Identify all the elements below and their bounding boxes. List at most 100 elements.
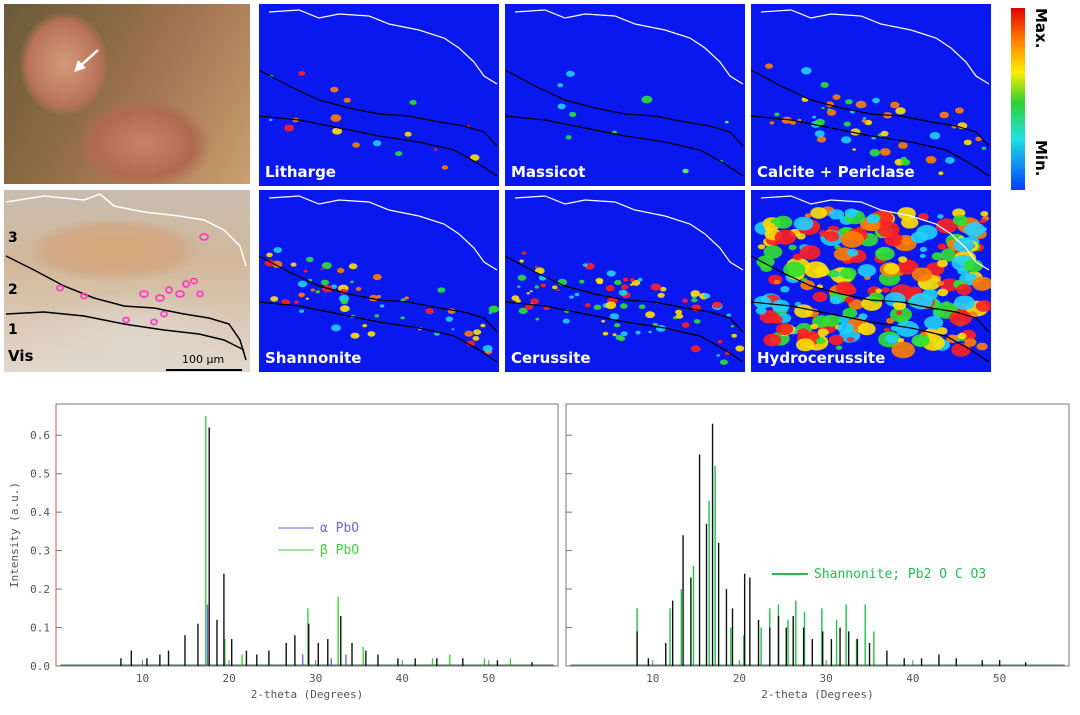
map-intensity-spot [844, 208, 858, 218]
map-intensity-spot [526, 292, 530, 295]
map-intensity-spot [837, 322, 854, 334]
map-intensity-spot [482, 345, 493, 352]
upper-boundary-line [268, 9, 498, 85]
y-tick-label: 0.3 [30, 545, 50, 558]
map-intensity-spot [835, 281, 855, 295]
map-intensity-spot [690, 345, 701, 353]
xrd-charts: 10 20 30 40 50 0.0 0.1 0.2 0.3 0.4 0.5 0.6 2-theta (… [8, 403, 1070, 701]
map-intensity-spot [794, 301, 801, 307]
map-intensity-spot [298, 71, 306, 76]
map-intensity-spot [900, 159, 911, 166]
map-intensity-spot [812, 291, 828, 302]
map-intensity-spot [799, 245, 821, 260]
map-intensity-spot [885, 334, 899, 344]
map-intensity-spot [827, 108, 832, 111]
map-intensity-spot [298, 292, 305, 298]
map-intensity-spot [945, 157, 955, 164]
map-litharge: Litharge [259, 4, 499, 186]
map-intensity-spot [931, 252, 944, 261]
map-intensity-spot [425, 308, 434, 315]
x-tick-label: 20 [733, 672, 746, 685]
xrd-chart-pbo: 10 20 30 40 50 0.0 0.1 0.2 0.3 0.4 0.5 0.6 2-theta (… [8, 403, 559, 701]
x-tick-label: 30 [309, 672, 322, 685]
lower-boundary-line [751, 115, 990, 177]
map-intensity-spot [774, 279, 781, 285]
map-intensity-spot [641, 95, 653, 104]
map-intensity-spot [350, 280, 354, 284]
map-intensity-spot [264, 259, 275, 267]
map-intensity-spot [755, 307, 767, 315]
map-intensity-spot [792, 253, 803, 261]
map-intensity-spot [835, 345, 843, 350]
map-intensity-spot [348, 263, 358, 270]
map-intensity-spot [310, 288, 315, 292]
map-intensity-spot [929, 132, 941, 140]
map-intensity-spot [433, 148, 438, 151]
map-intensity-spot [724, 120, 729, 124]
map-intensity-spot [862, 117, 867, 120]
map-intensity-spot [770, 315, 783, 324]
map-intensity-spot [437, 287, 446, 293]
xrd-chart-shannonite: 10 20 30 40 50 2-theta (Degrees) Shannonite; P… [565, 403, 1070, 701]
map-intensity-spot [529, 290, 533, 293]
map-intensity-spot [886, 317, 895, 324]
map-intensity-spot [315, 290, 321, 294]
colorbar-max-label: Max. [1032, 8, 1050, 49]
arrow-icon [74, 49, 99, 72]
map-intensity-spot [609, 313, 620, 320]
map-intensity-spot [963, 139, 972, 146]
map-intensity-spot [269, 118, 273, 122]
map-intensity-spot [730, 325, 735, 328]
map-intensity-spot [938, 171, 944, 176]
map-intensity-spot [466, 340, 476, 347]
map-intensity-spot [521, 251, 527, 255]
middle-boundary-line [751, 69, 990, 147]
map-intensity-spot [901, 237, 912, 245]
map-intensity-spot [957, 332, 967, 340]
map-intensity-spot [855, 100, 867, 109]
legend-label: α PbO [320, 521, 359, 536]
map-intensity-spot [691, 298, 698, 303]
map-intensity-spot [774, 112, 780, 117]
map-intensity-spot [650, 283, 662, 291]
map-intensity-spot [445, 316, 454, 322]
map-intensity-spot [372, 274, 382, 281]
map-intensity-spot [675, 313, 684, 319]
x-tick-label: 50 [482, 672, 495, 685]
map-intensity-spot [530, 298, 539, 305]
map-intensity-spot [753, 296, 772, 309]
map-intensity-spot [270, 296, 279, 302]
map-intensity-spot [681, 322, 690, 328]
upper-boundary-line [760, 9, 990, 85]
map-intensity-spot [682, 168, 689, 174]
y-tick-label: 0.0 [30, 660, 50, 673]
map-massicot: Massicot [505, 4, 745, 186]
map-intensity-spot [893, 300, 907, 310]
map-intensity-spot [464, 330, 474, 337]
layer-3-label: 3 [8, 230, 18, 246]
x-tick-label: 10 [646, 672, 659, 685]
map-intensity-spot [379, 304, 385, 308]
middle-boundary-line [751, 255, 990, 333]
map-intensity-spot [939, 278, 959, 292]
map-intensity-spot [773, 215, 793, 229]
map-intensity-spot [937, 214, 944, 219]
map-intensity-spot [881, 287, 890, 293]
map-intensity-spot [615, 334, 624, 341]
map-intensity-spot [936, 327, 948, 336]
map-intensity-spot [866, 214, 880, 224]
map-intensity-spot [911, 267, 933, 282]
map-intensity-spot [284, 124, 295, 132]
map-label: Shannonite [265, 349, 362, 367]
vis-label: Vis [8, 347, 34, 365]
map-intensity-spot [635, 330, 641, 335]
series-shannonite-pb2-o-c-o3 [570, 466, 1065, 666]
map-intensity-spot [657, 292, 665, 298]
map-intensity-spot [712, 301, 722, 309]
map-intensity-spot [858, 313, 868, 320]
map-intensity-spot [797, 328, 810, 338]
series--pbo [60, 604, 554, 666]
map-intensity-spot [605, 301, 617, 310]
cross-section-visible-image: 3 2 1 Vis 100 µm [4, 190, 250, 372]
middle-boundary-line [259, 255, 498, 333]
